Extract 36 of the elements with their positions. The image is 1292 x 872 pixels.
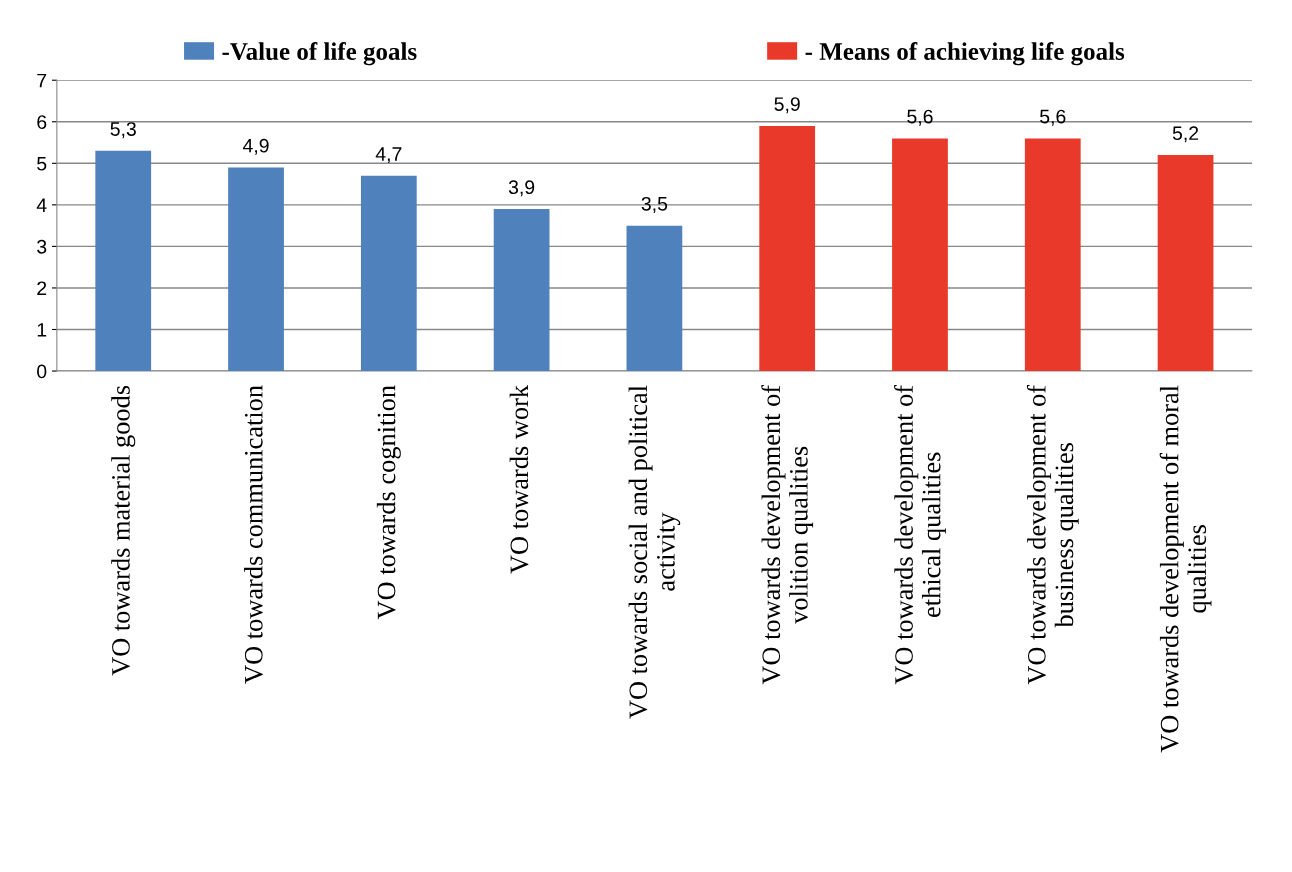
data-label: 3,9: [508, 180, 535, 197]
data-label: 3,5: [641, 196, 668, 213]
data-label: 5,6: [907, 109, 933, 126]
data-label: 4,9: [242, 138, 269, 155]
bar: [759, 125, 816, 372]
bar: [228, 167, 284, 372]
y-tick-label: 4: [36, 198, 47, 212]
data-label: 4,7: [375, 147, 402, 164]
y-tick-label: 3: [37, 239, 47, 254]
y-tick-label: 5: [37, 156, 47, 171]
x-tick-label: VO towards material goods: [111, 385, 136, 676]
x-tick-label: VO towards communication: [244, 385, 263, 684]
data-label: 5,6: [1040, 109, 1066, 126]
bar: [892, 138, 948, 372]
bar: [360, 175, 417, 372]
y-tick-label: 6: [37, 115, 47, 130]
bar: [1024, 138, 1081, 372]
y-tick-label: 1: [37, 323, 47, 337]
data-label: 5,2: [1172, 126, 1199, 143]
x-tick-label: VO towards social and political activity: [628, 385, 681, 719]
data-label: 5,3: [110, 122, 136, 139]
x-tick-label: VO towards cognition: [376, 385, 401, 620]
x-tick-label: VO towards development of business qualities: [1026, 384, 1079, 685]
bar: [1157, 155, 1214, 372]
bar: [626, 225, 683, 372]
x-tick-label: VO towards development of moral qualities: [1159, 385, 1212, 753]
bar: [493, 209, 550, 372]
y-tick-label: 2: [37, 281, 47, 295]
bar: [95, 150, 152, 372]
y-tick-label: 7: [37, 73, 47, 88]
x-tick-label: VO towards development of ethical qualities: [894, 384, 946, 685]
data-label: 5,9: [774, 97, 800, 114]
x-tick-label: VO towards work: [509, 384, 529, 574]
legend-label: - Means of achieving life goals: [805, 42, 1125, 66]
legend-label: -Value of life goals: [222, 42, 417, 66]
y-tick-label: 0: [37, 364, 47, 379]
